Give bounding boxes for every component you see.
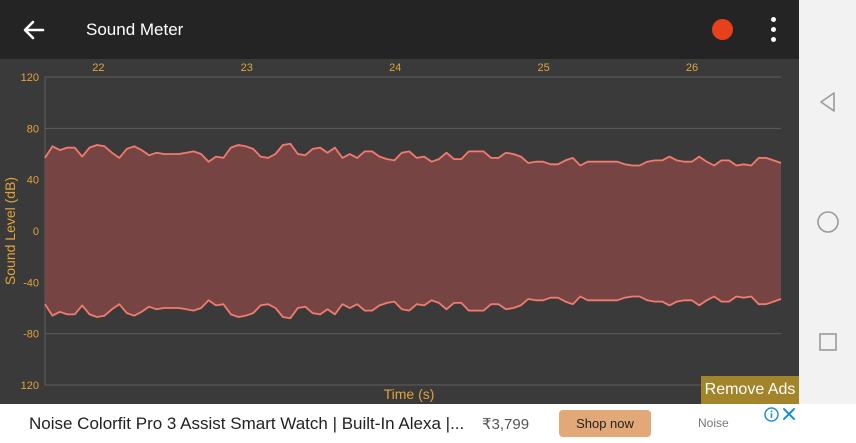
x-tick-label: 26	[686, 62, 698, 74]
chart-canvas: 120 80 40 0 -40 -80 120 22 23 24 25 26 Sound Level (…	[2, 62, 782, 402]
record-button[interactable]	[712, 19, 733, 40]
x-tick-label: 23	[241, 62, 253, 74]
y-tick-label: 120	[21, 72, 39, 84]
arrow-left-icon	[23, 20, 45, 40]
back-button[interactable]	[18, 14, 50, 46]
y-axis-title: Sound Level (dB)	[2, 177, 18, 285]
ad-price: ₹3,799	[482, 416, 530, 433]
page-title: Sound Meter	[86, 20, 184, 39]
more-vertical-icon-dot	[771, 37, 776, 42]
triangle-back-icon[interactable]	[817, 91, 839, 113]
x-tick-label: 24	[389, 62, 401, 74]
sound-level-lower-line	[44, 295, 782, 320]
x-axis-title: Time (s)	[384, 386, 435, 402]
square-recents-icon[interactable]	[818, 332, 838, 352]
y-tick-label: 120	[21, 380, 39, 392]
app-toolbar: Sound Meter	[0, 0, 799, 59]
x-tick-label: 22	[92, 62, 104, 74]
remove-ads-button[interactable]: Remove Ads	[701, 376, 799, 404]
sound-level-upper-line	[44, 142, 782, 167]
x-tick-label: 25	[537, 62, 549, 74]
more-vertical-icon-dot	[771, 27, 776, 32]
sound-level-area	[45, 143, 781, 319]
circle-home-icon[interactable]	[816, 210, 840, 234]
ad-shop-now-button[interactable]: Shop now	[559, 410, 651, 437]
y-tick-label: -40	[23, 277, 39, 289]
system-nav-bar	[799, 0, 856, 404]
info-icon[interactable]	[764, 407, 779, 422]
y-tick-label: -80	[23, 329, 39, 341]
y-tick-label: 0	[33, 226, 39, 238]
more-menu-button[interactable]	[758, 14, 788, 46]
y-tick-label: 40	[27, 175, 39, 187]
close-icon[interactable]	[781, 406, 797, 422]
sound-level-chart: 120 80 40 0 -40 -80 120 22 23 24 25 26 Sound Level (…	[0, 59, 799, 404]
ad-brand: Noise	[698, 416, 729, 430]
ad-title[interactable]: Noise Colorfit Pro 3 Assist Smart Watch …	[29, 414, 465, 433]
more-vertical-icon	[771, 17, 776, 22]
y-tick-label: 80	[27, 123, 39, 135]
ad-banner[interactable]: Noise Colorfit Pro 3 Assist Smart Watch …	[0, 404, 856, 443]
